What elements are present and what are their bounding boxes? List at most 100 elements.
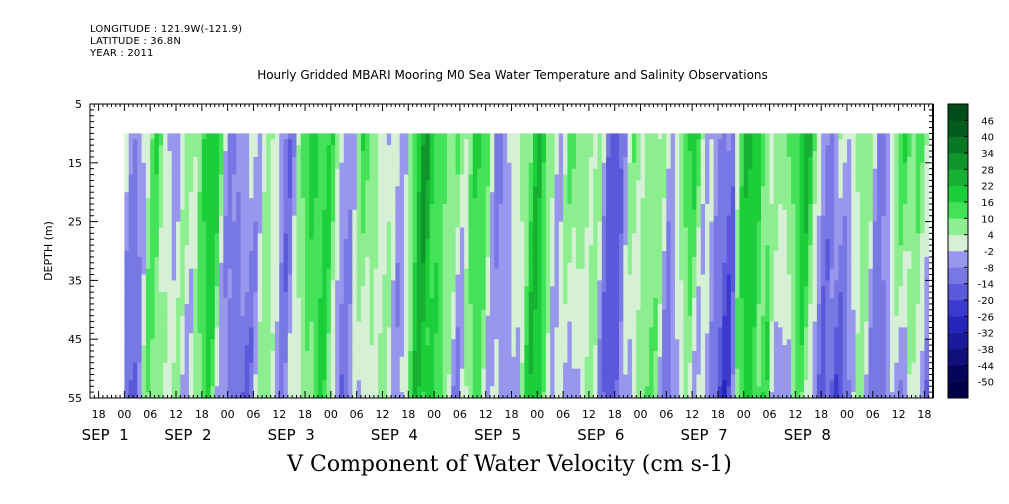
heatmap-cell: [429, 298, 435, 305]
heatmap-cell: [416, 133, 422, 140]
heatmap-cell: [150, 233, 155, 240]
heatmap-cell: [360, 239, 366, 246]
heatmap-cell: [236, 286, 241, 293]
heatmap-cell: [270, 186, 276, 193]
heatmap-cell: [150, 227, 155, 234]
heatmap-cell: [468, 251, 474, 258]
heatmap-cell: [201, 198, 207, 205]
heatmap-cell: [343, 209, 349, 217]
heatmap-cell: [520, 251, 525, 258]
heatmap-cell: [167, 239, 173, 246]
heatmap-cell: [580, 186, 586, 193]
heatmap-cell: [128, 321, 134, 328]
heatmap-cell: [386, 168, 392, 175]
heatmap-cell: [236, 303, 241, 311]
heatmap-cell: [446, 392, 452, 399]
heatmap-cell: [451, 303, 456, 311]
heatmap-cell: [326, 356, 332, 364]
heatmap-cell: [240, 133, 246, 140]
heatmap-cell: [253, 345, 259, 352]
heatmap-cell: [197, 151, 203, 158]
heatmap-cell: [227, 309, 233, 317]
heatmap-cell: [257, 239, 263, 246]
heatmap-cell: [356, 168, 362, 175]
heatmap-cell: [296, 350, 302, 358]
heatmap-cell: [348, 368, 353, 375]
heatmap-cell: [408, 186, 413, 193]
heatmap-cell: [167, 198, 173, 205]
heatmap-cell: [507, 298, 512, 305]
heatmap-cell: [373, 350, 379, 358]
heatmap-cell: [176, 162, 181, 170]
heatmap-cell: [133, 215, 138, 222]
heatmap-cell: [236, 392, 241, 399]
heatmap-cell: [253, 233, 259, 240]
heatmap-cell: [455, 174, 461, 181]
heatmap-cell: [141, 303, 147, 311]
heatmap-cell: [576, 286, 581, 293]
heatmap-cell: [322, 321, 327, 328]
heatmap-cell: [386, 374, 392, 381]
heatmap-cell: [365, 350, 370, 358]
heatmap-cell: [270, 209, 276, 217]
heatmap-cell: [292, 339, 297, 346]
heatmap-cell: [563, 139, 568, 146]
heatmap-cell: [309, 280, 315, 287]
heatmap-cell: [158, 215, 164, 222]
heatmap-cell: [434, 133, 439, 140]
heatmap-cell: [223, 192, 229, 199]
heatmap-cell: [317, 168, 323, 175]
heatmap-cell: [158, 251, 164, 258]
heatmap-cell: [133, 174, 138, 181]
heatmap-cell: [567, 333, 573, 340]
heatmap-cell: [395, 339, 401, 346]
heatmap-cell: [515, 256, 521, 264]
heatmap-cell: [373, 133, 379, 140]
heatmap-cell: [391, 174, 396, 181]
heatmap-cell: [145, 180, 151, 187]
heatmap-cell: [150, 339, 155, 346]
heatmap-cell: [137, 268, 143, 275]
heatmap-cell: [305, 380, 310, 387]
heatmap-cell: [550, 368, 555, 375]
heatmap-cell: [378, 139, 383, 146]
heatmap-cell: [244, 356, 250, 364]
heatmap-cell: [356, 156, 362, 164]
heatmap-cell: [593, 209, 598, 217]
heatmap-cell: [214, 151, 220, 158]
heatmap-cell: [188, 180, 194, 187]
heatmap-cell: [593, 321, 598, 328]
heatmap-cell: [244, 256, 250, 264]
heatmap-cell: [305, 386, 310, 393]
heatmap-cell: [593, 350, 598, 358]
heatmap-cell: [429, 280, 435, 287]
heatmap-cell: [597, 198, 603, 205]
heatmap-cell: [429, 215, 435, 222]
heatmap-cell: [429, 198, 435, 205]
heatmap-cell: [455, 368, 461, 375]
heatmap-cell: [571, 186, 577, 193]
heatmap-cell: [576, 292, 581, 299]
heatmap-cell: [279, 333, 284, 340]
heatmap-cell: [382, 215, 388, 222]
heatmap-cell: [533, 227, 538, 234]
heatmap-cell: [382, 198, 388, 205]
heatmap-cell: [459, 362, 465, 369]
heatmap-cell: [459, 174, 465, 181]
heatmap-cell: [434, 168, 439, 175]
heatmap-cell: [593, 392, 598, 399]
heatmap-cell: [176, 174, 181, 181]
heatmap-cell: [296, 333, 302, 340]
chart-title: Hourly Gridded MBARI Mooring M0 Sea Wate…: [257, 68, 768, 82]
heatmap-cell: [597, 174, 603, 181]
heatmap-cell: [571, 180, 577, 187]
heatmap-cell: [434, 303, 439, 311]
heatmap-cell: [206, 374, 211, 381]
heatmap-cell: [451, 168, 456, 175]
heatmap-cell: [502, 245, 508, 252]
heatmap-cell: [391, 362, 396, 369]
heatmap-cell: [446, 321, 452, 328]
heatmap-cell: [137, 356, 143, 364]
heatmap-cell: [438, 362, 444, 369]
heatmap-cell: [434, 374, 439, 381]
